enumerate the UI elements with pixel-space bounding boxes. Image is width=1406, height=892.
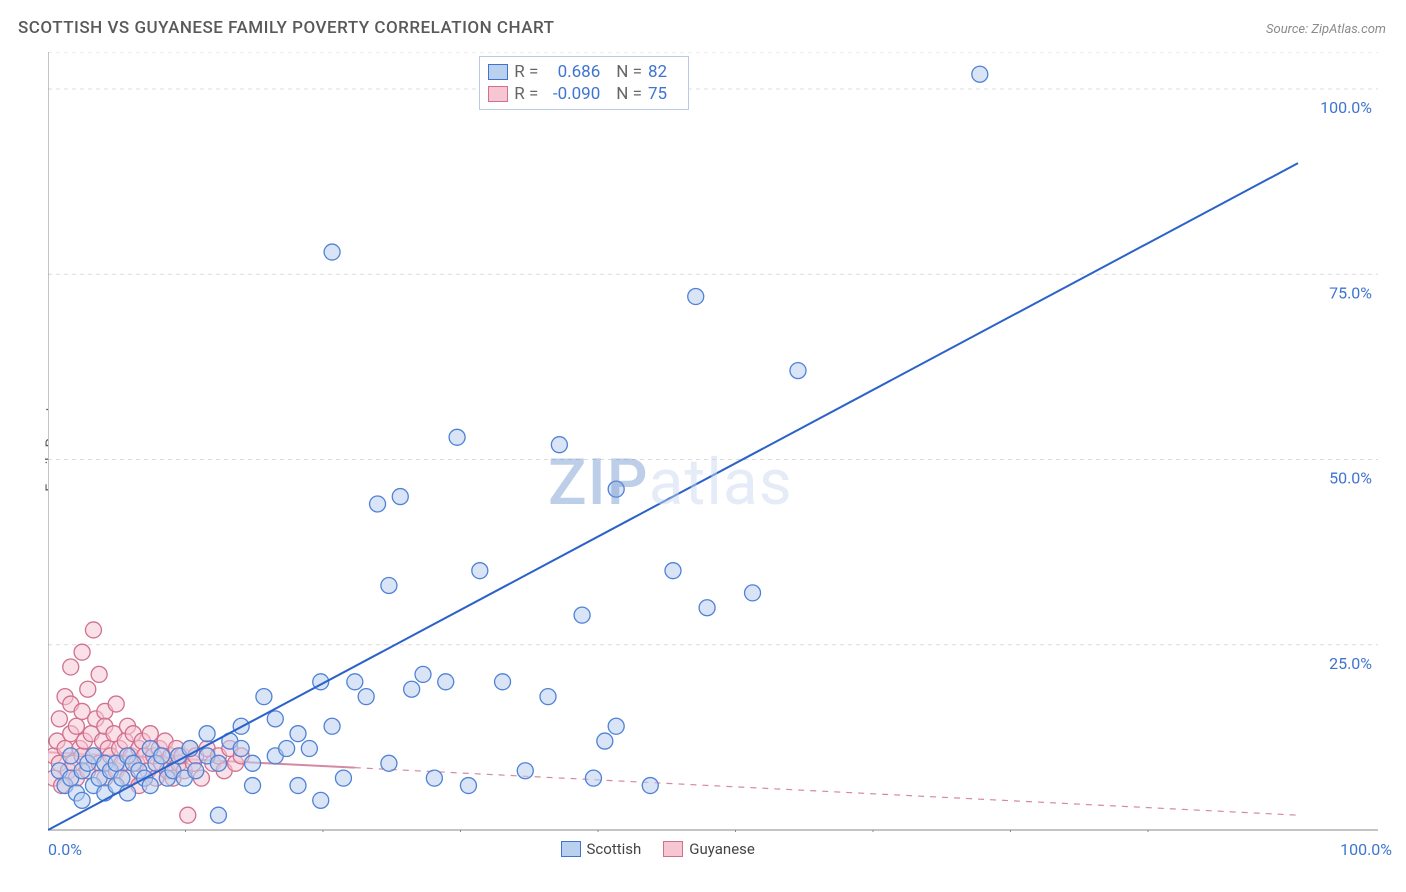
scatter-point bbox=[585, 770, 601, 786]
legend-r-value: 0.686 bbox=[544, 62, 600, 82]
scatter-point bbox=[335, 770, 351, 786]
scatter-point bbox=[574, 607, 590, 623]
scatter-point bbox=[290, 726, 306, 742]
scatter-point bbox=[68, 718, 84, 734]
scatter-point bbox=[699, 600, 715, 616]
scatter-point bbox=[142, 726, 158, 742]
legend-row: R = -0.090 N = 75 bbox=[488, 83, 678, 105]
source-label: Source: ZipAtlas.com bbox=[1266, 22, 1386, 37]
x-axis-max-label: 100.0% bbox=[1340, 840, 1392, 859]
scatter-point bbox=[324, 718, 340, 734]
scatter-point bbox=[74, 644, 90, 660]
scatter-point bbox=[324, 244, 340, 260]
scatter-point bbox=[154, 748, 170, 764]
scatter-point bbox=[381, 755, 397, 771]
scatter-point bbox=[608, 481, 624, 497]
scatter-point bbox=[114, 770, 130, 786]
legend-n-value: 82 bbox=[648, 62, 678, 82]
legend-n-value: 75 bbox=[648, 84, 678, 104]
scatter-point bbox=[51, 711, 67, 727]
legend-swatch bbox=[488, 64, 508, 80]
scatter-point bbox=[460, 778, 476, 794]
chart-container: SCOTTISH VS GUYANESE FAMILY POVERTY CORR… bbox=[0, 0, 1406, 892]
y-tick-label: 100.0% bbox=[1320, 98, 1372, 117]
series-legend-item: Scottish bbox=[561, 840, 642, 858]
scatter-point bbox=[608, 718, 624, 734]
scatter-point bbox=[85, 622, 101, 638]
x-axis-min-label: 0.0% bbox=[48, 840, 82, 859]
scatter-point bbox=[972, 66, 988, 82]
scatter-point bbox=[358, 689, 374, 705]
scatter-point bbox=[642, 778, 658, 794]
scatter-point bbox=[517, 763, 533, 779]
legend-n-label: N = bbox=[616, 62, 642, 82]
scatter-point bbox=[313, 792, 329, 808]
legend-r-value: -0.090 bbox=[544, 84, 600, 104]
legend-swatch bbox=[561, 841, 581, 857]
correlation-legend: R = 0.686 N = 82 R = -0.090 N = 75 bbox=[479, 56, 689, 110]
scatter-point bbox=[301, 740, 317, 756]
series-legend-item: Guyanese bbox=[663, 840, 755, 858]
scatter-point bbox=[180, 807, 196, 823]
scatter-point bbox=[551, 437, 567, 453]
scatter-point bbox=[210, 807, 226, 823]
scatter-point bbox=[392, 489, 408, 505]
scatter-point bbox=[256, 689, 272, 705]
scatter-point bbox=[142, 778, 158, 794]
scatter-point bbox=[267, 711, 283, 727]
legend-swatch bbox=[663, 841, 683, 857]
series-legend: Scottish Guyanese bbox=[561, 840, 755, 858]
scatter-point bbox=[91, 666, 107, 682]
y-tick-label: 75.0% bbox=[1329, 283, 1372, 302]
scatter-point bbox=[688, 289, 704, 305]
legend-row: R = 0.686 N = 82 bbox=[488, 61, 678, 83]
scatter-point bbox=[245, 755, 261, 771]
scatter-plot: 25.0% 50.0% 75.0% 100.0% bbox=[48, 52, 1378, 832]
scatter-point bbox=[495, 674, 511, 690]
legend-n-label: N = bbox=[616, 84, 642, 104]
scatter-point bbox=[438, 674, 454, 690]
scatter-point bbox=[199, 726, 215, 742]
scatter-point bbox=[108, 696, 124, 712]
scatter-point bbox=[540, 689, 556, 705]
scatter-point bbox=[233, 740, 249, 756]
scatter-point bbox=[63, 659, 79, 675]
y-tick-label: 50.0% bbox=[1329, 469, 1372, 488]
scatter-point bbox=[290, 778, 306, 794]
scatter-point bbox=[370, 496, 386, 512]
scatter-point bbox=[63, 748, 79, 764]
scatter-point bbox=[745, 585, 761, 601]
scatter-point bbox=[381, 577, 397, 593]
legend-r-label: R = bbox=[514, 84, 538, 104]
scatter-point bbox=[80, 681, 96, 697]
series-legend-label: Guyanese bbox=[689, 840, 755, 858]
chart-title: SCOTTISH VS GUYANESE FAMILY POVERTY CORR… bbox=[18, 18, 554, 38]
scatter-point bbox=[597, 733, 613, 749]
scatter-point bbox=[449, 429, 465, 445]
scatter-point bbox=[426, 770, 442, 786]
legend-swatch bbox=[488, 86, 508, 102]
legend-r-label: R = bbox=[514, 62, 538, 82]
scatter-point bbox=[790, 363, 806, 379]
scatter-point bbox=[347, 674, 363, 690]
scatter-point bbox=[245, 778, 261, 794]
scatter-point bbox=[404, 681, 420, 697]
y-tick-label: 25.0% bbox=[1329, 654, 1372, 673]
scatter-point bbox=[74, 792, 90, 808]
scatter-point bbox=[665, 563, 681, 579]
scatter-point bbox=[279, 740, 295, 756]
scatter-point bbox=[415, 666, 431, 682]
scatter-point bbox=[472, 563, 488, 579]
series-legend-label: Scottish bbox=[587, 840, 642, 858]
scatter-point bbox=[210, 755, 226, 771]
scatter-point bbox=[188, 763, 204, 779]
